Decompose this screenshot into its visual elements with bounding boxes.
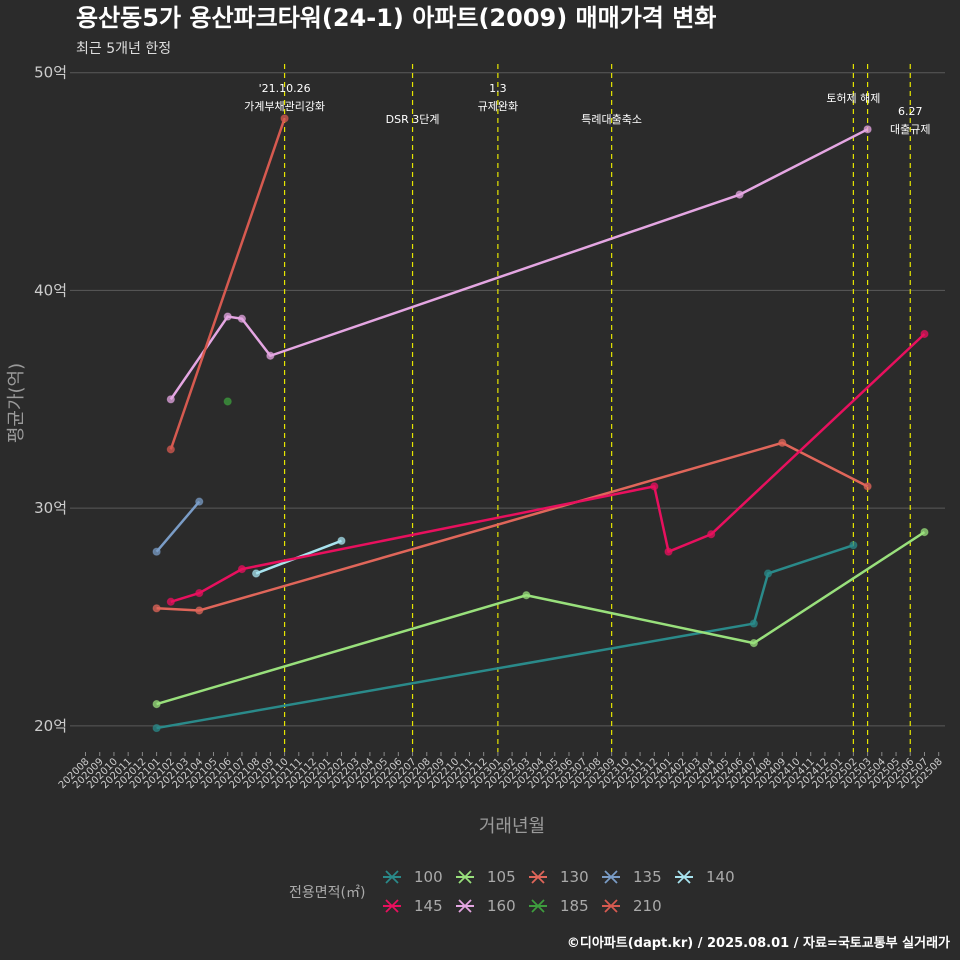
legend-key-cross-160 (458, 899, 472, 913)
legend-label-140: 140 (706, 868, 735, 886)
legend-key-cross-130 (531, 870, 545, 884)
legend-title: 전용면적(㎡) (289, 885, 365, 901)
y-tick-label: 30억 (34, 499, 67, 517)
data-point-160 (266, 351, 275, 360)
legend-label-210: 210 (633, 897, 662, 915)
data-point-160 (237, 314, 247, 323)
event-label: '21.10.26 (259, 82, 311, 95)
event-label: 규제완화 (478, 100, 518, 113)
legend-key-cross-100 (385, 870, 399, 884)
data-point-105 (920, 528, 929, 537)
data-point-145 (195, 588, 204, 598)
series-line-105 (156, 531, 926, 706)
legend-label-145: 145 (414, 897, 443, 915)
event-label: 대출규제 (890, 123, 930, 136)
data-point-145 (166, 597, 175, 606)
legend-label-135: 135 (633, 868, 662, 886)
y-axis-ticks: 20억 30억 40억 50억 (34, 64, 67, 735)
y-tick-label: 50억 (34, 64, 67, 82)
data-point-100 (849, 541, 858, 550)
data-point-160 (863, 125, 872, 134)
y-axis-title: 평균가(억) (6, 363, 27, 443)
data-point-105 (522, 591, 531, 600)
y-tick-label: 20억 (34, 717, 67, 735)
data-point-135 (152, 547, 161, 556)
data-point-130 (778, 438, 787, 447)
data-point-145 (650, 482, 659, 491)
series-line-135 (155, 500, 201, 553)
data-point-160 (735, 190, 744, 199)
data-point-160 (166, 395, 175, 404)
series-line-210 (169, 118, 286, 450)
legend-key-cross-140 (677, 870, 691, 884)
data-point-140 (252, 569, 261, 578)
series-line-130 (156, 441, 869, 612)
data-point-105 (749, 639, 758, 648)
event-label: 6.27 (898, 105, 923, 118)
legend-label-100: 100 (414, 868, 443, 886)
event-label: 1.3 (489, 82, 507, 95)
data-point-135 (195, 497, 204, 506)
chart-title: 용산동5가 용산파크타워(24-1) 아파트(2009) 매매가격 변화 (76, 4, 716, 32)
data-point-145 (920, 329, 929, 339)
chart-subtitle: 최근 5개년 한정 (76, 41, 171, 57)
data-point-210 (280, 114, 289, 123)
series-lines (152, 114, 929, 733)
data-point-140 (337, 536, 346, 545)
data-point-100 (749, 619, 758, 628)
legend-label-105: 105 (487, 868, 516, 886)
x-axis-title: 거래년월 (479, 816, 545, 837)
data-point-130 (863, 482, 872, 491)
legend-key-cross-185 (531, 899, 545, 913)
caption: ©디아파트(dapt.kr) / 2025.08.01 / 자료=국토교통부 실… (567, 935, 950, 951)
event-label: 토허제 해제 (826, 91, 880, 105)
data-point-130 (195, 606, 204, 615)
data-point-185 (223, 397, 232, 406)
event-label: 특례대출축소 (581, 113, 642, 126)
data-point-100 (152, 723, 161, 733)
series-line-100 (156, 543, 854, 730)
data-point-145 (707, 530, 716, 539)
legend: 100 105 130 135 140 145 160 185 210 (383, 868, 735, 915)
event-label: DSR 3단계 (386, 113, 440, 126)
y-tick-label: 40억 (34, 281, 67, 299)
x-axis-ticks: 2020082020092020102020112020122021012021… (57, 752, 945, 791)
data-point-160 (223, 312, 232, 321)
legend-label-185: 185 (560, 897, 589, 915)
data-point-210 (166, 445, 175, 454)
legend-key-cross-105 (458, 870, 472, 884)
data-point-145 (664, 547, 673, 556)
data-point-130 (152, 604, 161, 613)
series-line-160 (169, 128, 869, 400)
data-point-145 (237, 565, 247, 574)
legend-key-cross-145 (385, 899, 399, 913)
legend-key-cross-135 (604, 870, 618, 884)
legend-label-130: 130 (560, 868, 589, 886)
grid (70, 72, 945, 727)
legend-label-160: 160 (487, 897, 516, 915)
data-point-100 (763, 569, 773, 578)
data-point-105 (152, 700, 161, 709)
legend-key-cross-210 (604, 899, 618, 913)
event-label: 가계부채관리강화 (244, 100, 325, 113)
